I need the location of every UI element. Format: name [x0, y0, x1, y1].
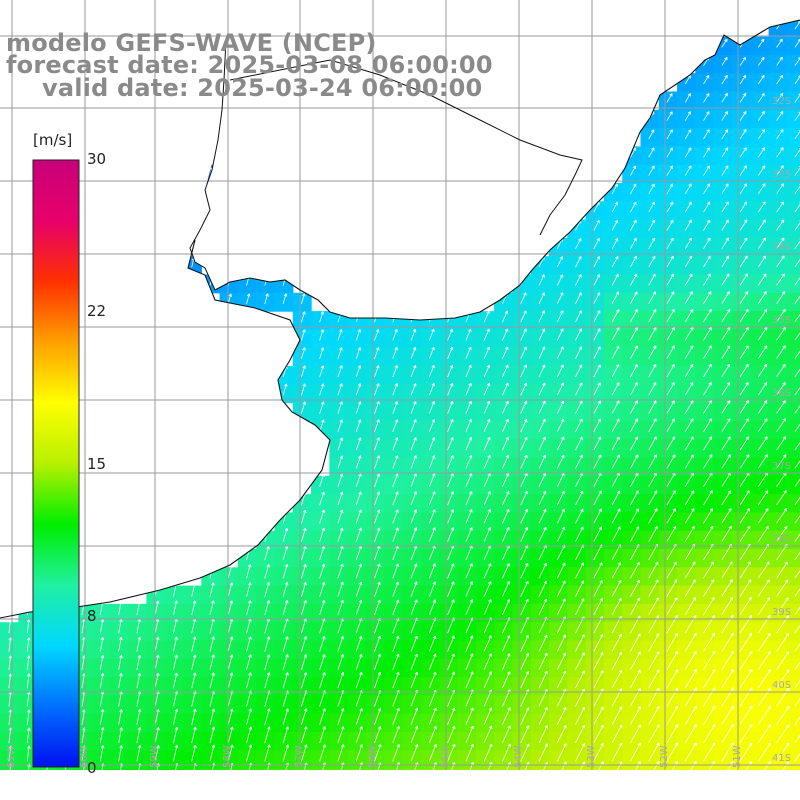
colorbar-tick-0: 0 [87, 759, 97, 777]
longitude-label: 52W [659, 745, 670, 768]
longitude-label: 59W [149, 745, 160, 768]
colorbar-tick-30: 30 [87, 150, 107, 168]
latitude-label: 38S [772, 534, 791, 545]
land-mask [0, 0, 800, 618]
longitude-label: 56W [367, 745, 378, 768]
latitude-label: 33S [772, 169, 791, 180]
longitude-label: 58W [222, 745, 233, 768]
longitude-label: 60W [79, 745, 90, 768]
uruguay-land [0, 0, 800, 618]
latitude-label: 41S [772, 753, 791, 764]
model-title: modelo GEFS-WAVE (NCEP) [6, 29, 377, 57]
longitude-label: 53W [586, 745, 597, 768]
longitude-labels: 61W 60W 59W 58W 57W 56W 55W 54W 53W 52W 51W [6, 745, 743, 768]
latitude-label: 35S [772, 315, 791, 326]
colorbar-tick-22: 22 [87, 302, 107, 320]
colorbar-ramp [32, 159, 80, 768]
latitude-label: 36S [772, 388, 791, 399]
latitude-label: 34S [772, 242, 791, 253]
valid-date: valid date: 2025-03-24 06:00:00 [42, 74, 483, 102]
longitude-label: 57W [294, 745, 305, 768]
lat-lon-grid [0, 0, 800, 770]
colorbar [32, 159, 80, 768]
colorbar-unit: [m/s] [33, 131, 73, 149]
forecast-date: forecast date: 2025-03-08 06:00:00 [6, 51, 493, 79]
colorbar-tick-15: 15 [87, 455, 107, 473]
latitude-label: 32S [772, 96, 791, 107]
colorbar-tick-8: 8 [87, 607, 97, 625]
river-border [189, 39, 583, 291]
longitude-label: 51W [732, 745, 743, 768]
latitude-label: 40S [772, 680, 791, 691]
latitude-label: 37S [772, 461, 791, 472]
longitude-label: 61W [6, 745, 17, 768]
latitude-labels: 32S 33S 34S 35S 36S 37S 38S 39S 40S 41S [772, 96, 791, 764]
longitude-label: 54W [513, 745, 524, 768]
coastline [0, 19, 800, 619]
longitude-label: 55W [440, 745, 451, 768]
latitude-label: 39S [772, 607, 791, 618]
